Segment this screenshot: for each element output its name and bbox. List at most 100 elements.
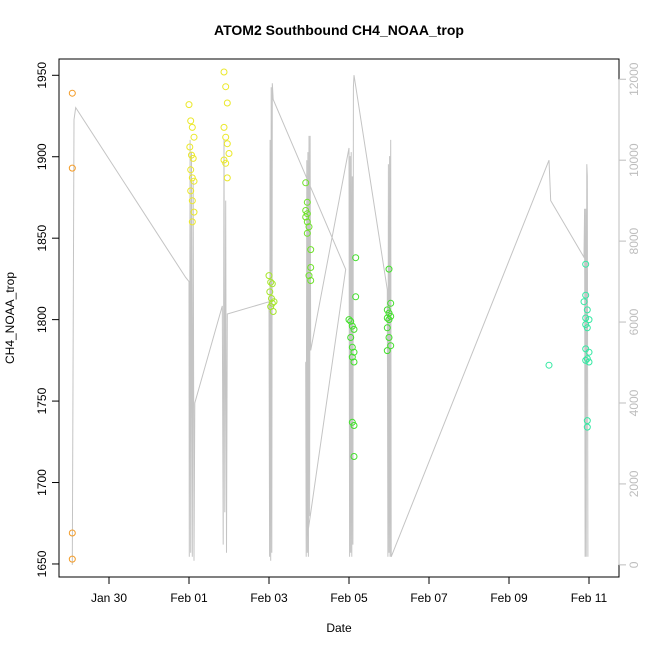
data-point: [345, 316, 353, 324]
data-point: [305, 272, 313, 280]
data-point: [188, 197, 196, 205]
data-point: [348, 353, 356, 361]
data-point: [347, 317, 355, 325]
data-point: [387, 299, 395, 307]
y-tick-label: 1900: [35, 143, 49, 170]
data-point: [68, 89, 76, 97]
chart-title: ATOM2 Southbound CH4_NOAA_trop: [214, 22, 464, 38]
y-axis: 1650 1700 1750 1800 1850 1900 1950: [35, 62, 60, 577]
data-point: [266, 288, 274, 296]
data-point: [302, 179, 310, 187]
data-point: [307, 264, 315, 271]
data-point: [580, 298, 588, 306]
data-point: [68, 164, 76, 172]
data-point: [68, 555, 76, 563]
data-point: [268, 299, 276, 307]
y-tick-label: 1750: [35, 387, 49, 414]
x-tick-label: Feb 09: [490, 591, 528, 605]
point-layer: [68, 68, 593, 563]
x-tick-label: Feb 11: [571, 591, 608, 605]
series-line: [71, 75, 589, 565]
x-axis-label: Date: [326, 621, 352, 635]
data-point: [222, 159, 230, 167]
data-point: [222, 133, 230, 141]
y-axis-label: CH4_NOAA_trop: [3, 272, 17, 364]
data-point: [585, 316, 593, 324]
data-point: [190, 133, 198, 141]
data-point: [269, 308, 277, 315]
data-point: [305, 223, 313, 231]
data-point: [583, 423, 591, 431]
data-point: [188, 151, 195, 159]
data-point: [385, 334, 393, 341]
data-point: [582, 356, 590, 364]
data-point: [220, 156, 228, 164]
data-point: [190, 208, 198, 216]
data-point: [189, 154, 197, 162]
y2-tick-label: 6000: [627, 308, 641, 335]
y-tick-label: 1700: [35, 469, 49, 496]
x-tick-label: Feb 01: [170, 591, 208, 605]
data-point: [307, 246, 315, 254]
data-point: [268, 280, 276, 288]
data-point: [583, 324, 591, 332]
data-point: [303, 229, 311, 237]
x-tick-label: Feb 07: [410, 591, 448, 605]
data-point: [350, 422, 358, 429]
data-point: [385, 316, 393, 324]
data-point: [225, 150, 233, 157]
data-point: [303, 198, 311, 206]
data-point: [348, 343, 356, 351]
data-point: [545, 361, 553, 369]
data-point: [582, 291, 590, 299]
data-point: [303, 218, 311, 226]
data-point: [303, 210, 311, 218]
y2-axis: 0 2000 4000 6000 8000 10000 12000: [618, 62, 641, 568]
data-point: [582, 260, 590, 268]
data-point: [583, 355, 591, 363]
y2-tick-label: 12000: [627, 62, 641, 96]
data-point: [187, 117, 195, 125]
y2-tick-label: 4000: [627, 389, 641, 416]
x-tick-label: Jan 30: [91, 591, 127, 605]
data-point: [350, 348, 358, 356]
data-point: [267, 278, 275, 286]
data-point: [270, 298, 278, 306]
y2-tick-label: 0: [627, 561, 641, 568]
data-point: [265, 272, 273, 280]
data-point: [222, 83, 230, 91]
data-point: [302, 213, 310, 221]
x-tick-label: Feb 05: [330, 591, 368, 605]
y-tick-label: 1850: [35, 225, 49, 252]
data-point: [582, 321, 590, 328]
data-point: [187, 166, 195, 174]
data-point: [185, 101, 193, 109]
data-point: [223, 99, 231, 107]
data-point: [187, 187, 195, 195]
data-point: [350, 453, 358, 460]
data-point: [188, 174, 196, 182]
data-point: [585, 348, 593, 356]
data-point: [220, 123, 228, 131]
y-tick-label: 1650: [35, 550, 49, 577]
data-point: [347, 334, 355, 341]
y-tick-label: 1800: [35, 306, 49, 333]
data-point: [223, 140, 231, 148]
data-point: [385, 265, 393, 273]
data-point: [68, 529, 76, 537]
data-point: [188, 123, 196, 131]
data-point: [348, 322, 356, 330]
y2-tick-label: 2000: [627, 470, 641, 497]
data-point: [186, 143, 194, 151]
data-point: [383, 347, 391, 355]
y2-tick-label: 8000: [627, 227, 641, 254]
data-point: [352, 293, 360, 301]
data-point: [383, 324, 391, 332]
y-tick-label: 1950: [35, 62, 49, 89]
y2-tick-label: 10000: [627, 143, 641, 177]
data-point: [188, 218, 196, 226]
data-point: [352, 254, 360, 262]
x-tick-label: Feb 03: [250, 591, 288, 605]
data-point: [350, 358, 358, 366]
